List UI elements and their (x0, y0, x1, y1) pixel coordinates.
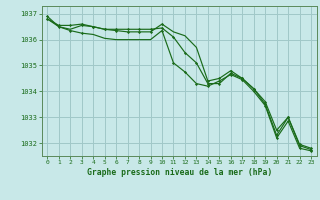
X-axis label: Graphe pression niveau de la mer (hPa): Graphe pression niveau de la mer (hPa) (87, 168, 272, 177)
